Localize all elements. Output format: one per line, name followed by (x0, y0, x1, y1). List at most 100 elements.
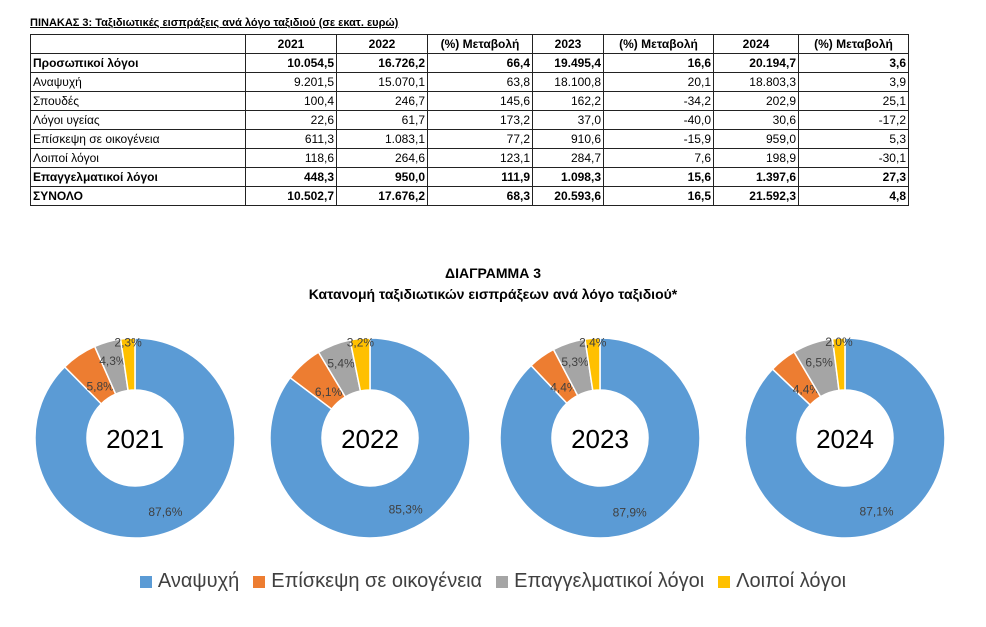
column-header: (%) Μεταβολή (798, 34, 909, 54)
donut-year-label: 2022 (341, 424, 399, 454)
table-cell: 19.495,4 (532, 53, 604, 73)
column-header (30, 34, 246, 54)
chart-title: ΔΙΑΓΡΑΜΜΑ 3 (445, 265, 541, 281)
row-label: Επίσκεψη σε οικογένεια (30, 129, 246, 149)
legend-swatch (253, 575, 266, 588)
table-cell: 3,6 (798, 53, 909, 73)
slice-label: 87,1% (860, 505, 894, 519)
table-cell: 950,0 (336, 167, 428, 187)
table-cell: -40,0 (603, 110, 714, 130)
table-cell: 910,6 (532, 129, 604, 149)
legend-item: Αναψυχή (139, 570, 239, 593)
slice-label: 3,2% (347, 335, 375, 349)
legend-label: Επαγγελματικοί λόγοι (514, 570, 705, 592)
table-cell: 145,6 (427, 91, 533, 111)
table-cell: 16,6 (603, 53, 714, 73)
table-cell: 284,7 (532, 148, 604, 168)
donut-chart-2021: 87,6% 5,8% 4,3% 2,3% 2021 (34, 335, 236, 539)
table-cell: 77,2 (427, 129, 533, 149)
slice-label: 5,4% (327, 356, 355, 370)
table-cell: 63,8 (427, 72, 533, 92)
row-label: Επαγγελματικοί λόγοι (30, 167, 246, 187)
table-cell: 5,3 (798, 129, 909, 149)
table-cell: 173,2 (427, 110, 533, 130)
legend-item: Λοιποί λόγοι (718, 570, 846, 593)
table-cell: 202,9 (713, 91, 799, 111)
chart-legend: Αναψυχή Επίσκεψη σε οικογένεια Επαγγελματι… (0, 570, 986, 593)
legend-swatch (139, 575, 152, 588)
table-cell: 15.070,1 (336, 72, 428, 92)
table-row: Επίσκεψη σε οικογένεια 611,3 1.083,1 77,2 91… (30, 129, 909, 149)
table-cell: 30,6 (713, 110, 799, 130)
table-cell: 246,7 (336, 91, 428, 111)
donut-chart-2022: 85,3% 6,1% 5,4% 3,2% 2022 (269, 335, 471, 539)
table-cell: 16,5 (603, 186, 714, 206)
table-row: Σπουδές 100,4 246,7 145,6 162,2 -34,2 202,9 25,… (30, 91, 909, 111)
table-cell: 4,8 (798, 186, 909, 206)
table-cell: 20.194,7 (713, 53, 799, 73)
row-label: Αναψυχή (30, 72, 246, 92)
table-cell: 16.726,2 (336, 53, 428, 73)
table-cell: 10.502,7 (245, 186, 337, 206)
slice-label: 6,1% (315, 385, 343, 399)
table-cell: 448,3 (245, 167, 337, 187)
receipts-table: 2021 2022 (%) Μεταβολή 2023 (%) Μεταβολή 2024… (30, 34, 909, 206)
slice-label: 2,0% (825, 335, 853, 349)
table-cell: 1.083,1 (336, 129, 428, 149)
slice-label: 85,3% (389, 503, 423, 517)
donut-slice (744, 337, 946, 539)
table-cell: 1.397,6 (713, 167, 799, 187)
slice-label: 6,5% (805, 355, 833, 369)
table-cell: 959,0 (713, 129, 799, 149)
donut-year-label: 2021 (106, 424, 164, 454)
slice-label: 87,9% (613, 505, 647, 519)
table-cell: -34,2 (603, 91, 714, 111)
table-header-row: 2021 2022 (%) Μεταβολή 2023 (%) Μεταβολή 2024… (30, 34, 909, 54)
column-header: 2023 (532, 34, 604, 54)
donut-slice (119, 337, 136, 392)
table-cell: 10.054,5 (245, 53, 337, 73)
donut-year-label: 2024 (816, 424, 874, 454)
table-cell: 111,9 (427, 167, 533, 187)
table-cell: 9.201,5 (245, 72, 337, 92)
table-cell: -17,2 (798, 110, 909, 130)
table-cell: 15,6 (603, 167, 714, 187)
table-cell: 198,9 (713, 148, 799, 168)
row-label: Προσωπικοί λόγοι (30, 53, 246, 73)
legend-item: Επαγγελματικοί λόγοι (496, 570, 704, 593)
table-cell: 1.098,3 (532, 167, 604, 187)
table-cell: 22,6 (245, 110, 337, 130)
column-header: (%) Μεταβολή (427, 34, 533, 54)
table-cell: 25,1 (798, 91, 909, 111)
table-cell: 3,9 (798, 72, 909, 92)
slice-label: 4,3% (99, 354, 127, 368)
table-row: Προσωπικοί λόγοι 10.054,5 16.726,2 66,4 19.4… (30, 53, 909, 73)
table-cell: 27,3 (798, 167, 909, 187)
donut-chart-2023: 87,9%4,4%5,3%2,4%2023 (499, 335, 701, 539)
table-row: Λόγοι υγείας 22,6 61,7 173,2 37,0 -40,0 30,6 -1… (30, 110, 909, 130)
donut-slice (269, 337, 471, 539)
slice-label: 87,6% (148, 505, 182, 519)
table-cell: 20.593,6 (532, 186, 604, 206)
table-cell: 18.803,3 (713, 72, 799, 92)
row-label: ΣΥΝΟΛΟ (30, 186, 246, 206)
table-cell: -30,1 (798, 148, 909, 168)
table-cell: 162,2 (532, 91, 604, 111)
chart-subtitle: Κατανομή ταξιδιωτικών εισπράξεων ανά λόγ… (308, 286, 678, 302)
table-cell: 123,1 (427, 148, 533, 168)
donut-slice (499, 337, 701, 539)
column-header: (%) Μεταβολή (603, 34, 714, 54)
table-row: Αναψυχή 9.201,5 15.070,1 63,8 18.100,8 20,1 18… (30, 72, 909, 92)
table-row: Επαγγελματικοί λόγοι 448,3 950,0 111,9 1.098… (30, 167, 909, 187)
table-cell: 264,6 (336, 148, 428, 168)
table-cell: 100,4 (245, 91, 337, 111)
donut-year-label: 2023 (571, 424, 629, 454)
slice-label: 5,8% (86, 380, 114, 394)
column-header: 2022 (336, 34, 428, 54)
table-cell: 66,4 (427, 53, 533, 73)
table-cell: 7,6 (603, 148, 714, 168)
table-cell: 118,6 (245, 148, 337, 168)
row-label: Σπουδές (30, 91, 246, 111)
donut-charts: 87,6% 5,8% 4,3% 2,3% 2021 85,3% 6,1% 5,4% 3,2% 20… (34, 335, 946, 539)
table-cell: 61,7 (336, 110, 428, 130)
